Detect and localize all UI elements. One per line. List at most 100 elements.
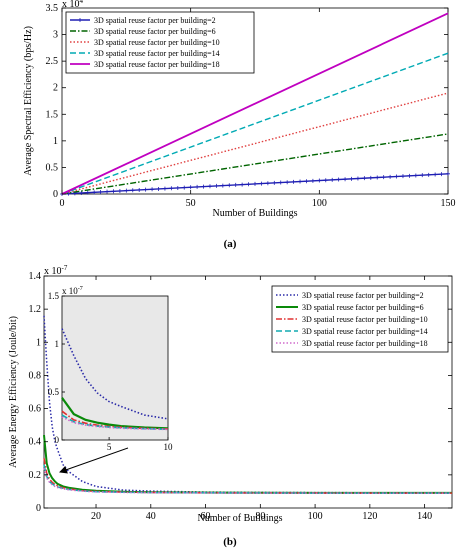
chart-a-series-1-marker: [195, 184, 200, 189]
chart-a-series-1-marker: [85, 190, 90, 195]
chart-a-legend-label: 3D spatial reuse factor per building=14: [94, 49, 220, 58]
chart-b-y-exponent: x 10-7: [44, 264, 68, 277]
chart-a-series-1-marker: [446, 171, 450, 176]
inset-series-line-3: [61, 410, 169, 430]
chart-a-series-1-marker: [343, 177, 348, 182]
chart-a-series-1-marker: [291, 179, 296, 184]
chart-b-y-tick-label: 1.4: [29, 271, 42, 282]
inset-y-exponent: x 10-7: [62, 286, 83, 296]
chart-a-series-1-marker: [92, 190, 97, 195]
chart-b-legend: 3D spatial reuse factor per building=2 3D…: [271, 285, 449, 353]
chart-a-x-tick-label: 100: [312, 198, 327, 209]
chart-a-series-1-marker: [130, 188, 135, 193]
chart-a-y-tick-label: 3.5: [46, 3, 59, 14]
inset-y-tick-label: 1: [55, 339, 60, 349]
inset-y-tick-label: 0.5: [48, 387, 60, 397]
chart-a-legend-box: [65, 11, 255, 74]
chart-b-x-tick-label: 120: [362, 511, 377, 522]
chart-a-series-1-marker: [188, 185, 193, 190]
chart-a-series-1-marker: [111, 189, 116, 194]
inset-y-tick-label: 0: [55, 435, 60, 445]
chart-a-legend-label: 3D spatial reuse factor per building=18: [94, 60, 220, 69]
chart-a-series-1-marker: [349, 176, 354, 181]
chart-a-series-1-marker: [400, 174, 405, 179]
chart-a-series-1-marker: [259, 181, 264, 186]
chart-a-y-tick-label: 2: [53, 83, 58, 94]
chart-a-y-tick-label: 0: [53, 189, 58, 200]
chart-a-series-1-marker: [433, 172, 438, 177]
chart-b-x-tick-label: 100: [308, 511, 323, 522]
zoom-arrow: [59, 447, 129, 474]
chart-a-legend-marker: [78, 18, 82, 22]
chart-a-series-1-marker: [355, 176, 360, 181]
chart-a-series-1-marker: [137, 187, 142, 192]
chart-a-series-1-marker: [323, 178, 328, 183]
chart-a-legend-label: 3D spatial reuse factor per building=10: [94, 38, 220, 47]
chart-a-legend-label: 3D spatial reuse factor per building=6: [94, 27, 216, 36]
chart-a-series-1-marker: [207, 184, 212, 189]
chart-a-series-1-marker: [285, 180, 290, 185]
chart-b-x-tick-label: 20: [91, 511, 101, 522]
inset-plot-area: [61, 295, 169, 441]
chart-a-series-1-marker: [407, 173, 412, 178]
chart-b-series-line-5: [43, 468, 452, 494]
chart-a-y-exponent: x 104: [62, 0, 84, 10]
chart-b-y-tick-label: 1.2: [29, 304, 42, 315]
inset-y-tick-label: 1.5: [48, 291, 60, 301]
chart-a-series-1-marker: [240, 182, 245, 187]
chart-a-series-1-marker: [105, 189, 110, 194]
chart-a-y-tick-label: 1: [53, 136, 58, 147]
chart-a-series-1-marker: [175, 185, 180, 190]
chart-b-x-tick-label: 80: [255, 511, 265, 522]
chart-a-series-line-5: [61, 12, 449, 195]
chart-a-series-1-marker: [310, 178, 315, 183]
inset-x-tick-label: 5: [107, 442, 112, 452]
chart-b-x-tick-label: 140: [417, 511, 432, 522]
chart-a-panel-label: (a): [224, 238, 237, 250]
chart-b-y-tick-label: 0.8: [29, 370, 42, 381]
chart-a-series-1-marker: [124, 188, 129, 193]
chart-a-x-tick-label: 150: [441, 198, 456, 209]
chart-b-series-group: [43, 315, 452, 494]
chart-a-y-axis-label: Average Spectral Efficiency (bps/Hz): [23, 26, 34, 176]
chart-a-y-tick-label: 0.5: [46, 162, 59, 173]
chart-b-y-axis-label: Average Energy Efficiency (Joule/bit): [8, 316, 19, 468]
inset-series-line-5: [61, 416, 169, 431]
inset-series-line-2: [61, 397, 169, 430]
chart-a-series-1-marker: [98, 189, 103, 194]
chart-a-series-1-marker: [265, 181, 270, 186]
chart-a-x-axis-label: Number of Buildings: [213, 208, 298, 219]
chart-a-series-1-marker: [182, 185, 187, 190]
chart-a-series-line-2: [61, 133, 449, 195]
chart-a-x-tick-label: 0: [60, 198, 65, 209]
chart-a-series-1-marker: [381, 175, 386, 180]
chart-b-legend-label: 3D spatial reuse factor per building=6: [302, 303, 424, 312]
chart-a-legend: 3D spatial reuse factor per building=2 3D…: [65, 11, 255, 74]
chart-a-series-1-marker: [368, 175, 373, 180]
chart-a-series-1-marker: [375, 175, 380, 180]
chart-a-series-1-marker: [117, 188, 122, 193]
chart-a-series-1-marker: [220, 183, 225, 188]
chart-b-legend-label: 3D spatial reuse factor per building=18: [302, 339, 428, 348]
chart-a-series-1-marker: [413, 173, 418, 178]
chart-b-legend-label: 3D spatial reuse factor per building=2: [302, 291, 424, 300]
chart-a-legend-label: 3D spatial reuse factor per building=2: [94, 16, 216, 25]
chart-a-series-1-marker: [439, 172, 444, 177]
chart-b-x-tick-label: 60: [201, 511, 211, 522]
chart-a-y-tick-label: 1.5: [46, 109, 59, 120]
chart-a-series-1-marker: [278, 180, 283, 185]
chart-a-series-line-4: [61, 52, 449, 195]
chart-a-series-1-marker: [420, 173, 425, 178]
inset-x-tick-label: 10: [164, 442, 174, 452]
chart-a-y-tick-label: 3: [53, 30, 58, 41]
chart-a-series-1-marker: [150, 187, 155, 192]
chart-a-series-1-marker: [162, 186, 167, 191]
chart-a-series-1-marker: [156, 186, 161, 191]
chart-a-series-1-marker: [201, 184, 206, 189]
chart-b-x-tick-label: 40: [146, 511, 156, 522]
chart-b-y-tick-label: 0: [36, 503, 41, 514]
chart-b-y-tick-label: 0.6: [29, 404, 42, 415]
chart-a-series-1-marker: [298, 179, 303, 184]
